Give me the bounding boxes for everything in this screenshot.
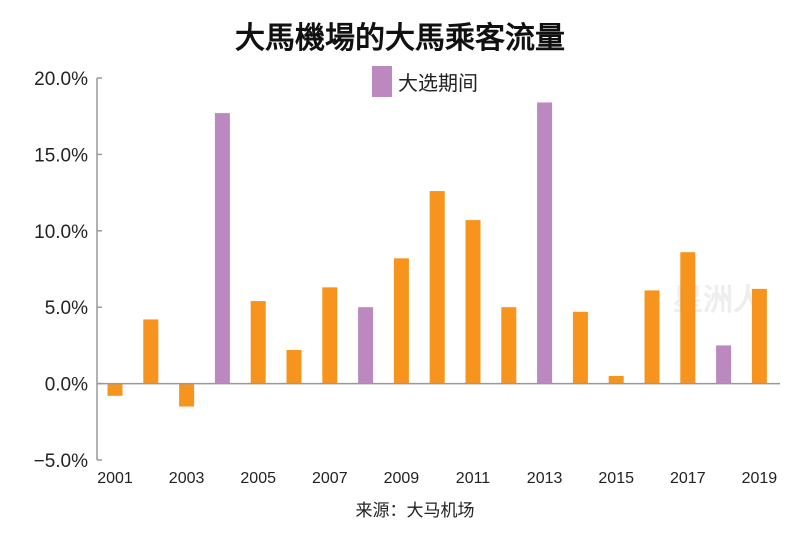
bars (107, 102, 767, 407)
bar-2013 (537, 102, 553, 384)
bar-2011 (465, 220, 481, 384)
legend-label: 大选期间 (398, 71, 478, 95)
x-tick-label: 2001 (97, 470, 133, 487)
x-tick-label: 2011 (456, 470, 491, 487)
y-tick-label: 15.0% (34, 145, 88, 166)
x-tick-label: 2007 (312, 470, 348, 487)
legend-swatch (372, 66, 392, 97)
y-tick-label: 10.0% (34, 222, 88, 243)
bar-2010 (429, 191, 445, 384)
bar-2014 (572, 311, 588, 384)
bar-2015 (608, 375, 624, 384)
bar-2004 (214, 113, 230, 384)
bar-2009 (393, 258, 409, 384)
y-tick-label: 5.0% (45, 298, 88, 319)
x-axis: 2001 2003 2005 2007 2009 2011 2013 2015 2017 2019 (97, 382, 780, 487)
x-tick-label: 2013 (527, 470, 563, 487)
x-tick-label: 2015 (598, 470, 634, 487)
source-note: 来源：大马机场 (356, 501, 475, 521)
bar-2016 (644, 290, 660, 384)
bar-2003 (179, 383, 195, 407)
x-tick-label: 2009 (384, 470, 420, 487)
chart-title: 大馬機場的大馬乘客流量 (235, 21, 565, 56)
x-tick-label: 2019 (742, 470, 778, 487)
x-tick-label: 2005 (240, 470, 276, 487)
bar-2006 (286, 349, 302, 384)
bar-2007 (322, 287, 338, 384)
x-tick-label: 2017 (670, 470, 706, 487)
bar-2002 (143, 319, 159, 384)
bar-2005 (250, 301, 266, 384)
x-tick-label: 2003 (169, 470, 205, 487)
bar-2008 (358, 307, 374, 384)
y-tick-label: 0.0% (45, 375, 88, 396)
y-tick-label: 20.0% (34, 69, 88, 90)
y-axis: −5.0% 0.0% 5.0% 10.0% 15.0% 20.0% (34, 69, 102, 472)
bar-2017 (680, 252, 696, 384)
bar-2019 (751, 288, 767, 384)
y-tick-label: −5.0% (34, 451, 89, 472)
bar-2012 (501, 307, 517, 384)
bar-2001 (107, 383, 123, 396)
bar-2018 (716, 345, 732, 384)
